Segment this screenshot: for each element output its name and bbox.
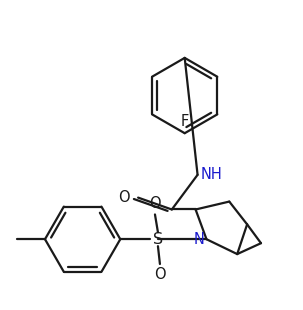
Text: O: O: [118, 190, 130, 205]
Text: O: O: [154, 267, 166, 282]
Text: N: N: [194, 232, 205, 247]
Text: F: F: [181, 114, 189, 129]
Text: S: S: [153, 232, 163, 247]
Text: O: O: [149, 197, 161, 211]
Text: NH: NH: [201, 167, 222, 182]
